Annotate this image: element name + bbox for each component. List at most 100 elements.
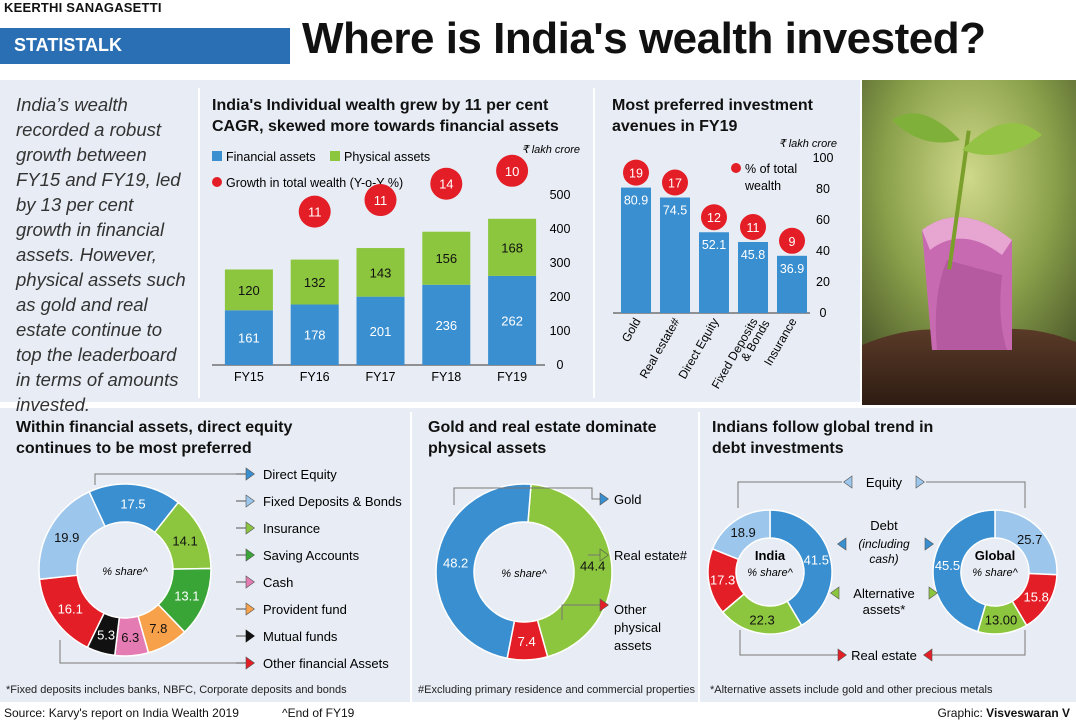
y-tick-label: 20	[816, 275, 830, 289]
legend-arrow	[923, 648, 933, 662]
legend-share-label-2: wealth	[744, 179, 781, 193]
bar-physical-value: 132	[304, 275, 326, 290]
legend-arrow	[924, 537, 934, 551]
debt-note: *Alternative assets include gold and oth…	[710, 684, 993, 696]
x-tick-label: FY15	[234, 370, 264, 384]
legend-label: Insurance	[263, 521, 320, 536]
physical-donut-title: Gold and real estate dominate physical a…	[428, 419, 657, 457]
legend-label: Direct Equity	[263, 467, 337, 482]
connector	[59, 640, 236, 664]
legend-arrow	[245, 656, 255, 670]
donut-value: 25.7	[1017, 532, 1042, 547]
donut-slice	[435, 483, 532, 660]
graphic-name: Visveswaran V	[986, 706, 1070, 720]
divider	[198, 88, 200, 398]
bar	[660, 197, 690, 313]
donut-value: 7.4	[518, 634, 536, 649]
legend-arrow	[830, 586, 840, 600]
y-tick-label: 500	[550, 188, 571, 202]
share-marker	[779, 227, 805, 254]
graphic-credit: Graphic: Visveswaran V	[937, 706, 1070, 720]
graphic-label: Graphic:	[937, 706, 987, 720]
share-marker	[662, 169, 688, 196]
avenues-bar-chart: ₹ lakh crore % of total wealth 0 20 40 60 80 100…	[613, 138, 837, 391]
donut-value: 19.9	[54, 530, 79, 545]
donut-slice	[769, 509, 833, 627]
donut-slice	[527, 483, 613, 658]
share-value: 12	[707, 211, 721, 225]
pie-name: Global	[975, 548, 1015, 563]
bar-value: 45.8	[741, 248, 765, 262]
bar	[777, 255, 807, 313]
bar-value: 52.1	[702, 238, 726, 252]
legend-sublabel-2: cash)	[869, 552, 898, 566]
center-label: % share^	[747, 567, 793, 579]
legend-label: Debt	[870, 518, 898, 533]
legend-physical-label: Physical assets	[344, 150, 430, 164]
growth-marker	[298, 195, 331, 228]
donut-value: 5.3	[97, 627, 115, 642]
legend-label: Mutual funds	[263, 629, 338, 644]
bar-physical	[488, 218, 537, 276]
bar	[738, 242, 768, 313]
bar	[699, 232, 729, 313]
share-value: 19	[629, 167, 643, 181]
legend-label: Other financial Assets	[263, 656, 389, 671]
share-value: 9	[789, 235, 796, 249]
y-tick-label: 40	[816, 244, 830, 258]
connector	[739, 630, 838, 656]
divider	[0, 402, 1076, 408]
x-tick-label: Real estate#	[637, 315, 683, 381]
divider	[698, 412, 700, 702]
bar-financial	[290, 304, 339, 365]
donut-value: 7.8	[149, 621, 167, 636]
center-label: % share^	[972, 567, 1018, 579]
source-note: Source: Karvy's report on India Wealth 2…	[4, 706, 239, 720]
bar-financial	[224, 310, 273, 365]
legend-label-2: physical	[614, 620, 661, 635]
legend-arrow	[599, 492, 609, 506]
legend-financial-swatch	[212, 151, 222, 161]
legend-share-swatch	[731, 163, 741, 173]
share-value: 11	[747, 221, 760, 235]
legend-label-3: assets	[614, 638, 652, 653]
center-label: % share^	[501, 568, 547, 580]
financial-note: *Fixed deposits includes banks, NBFC, Co…	[6, 684, 347, 696]
bar-financial-value: 236	[435, 318, 457, 333]
growth-value: 10	[505, 164, 519, 179]
bar-financial-value: 262	[501, 313, 523, 328]
share-marker	[623, 159, 649, 186]
legend-arrow	[837, 648, 847, 662]
y-tick-label: 300	[550, 256, 571, 270]
donut-slice	[38, 490, 106, 581]
legend-label-2: assets*	[863, 602, 906, 617]
y-tick-label: 0	[820, 306, 827, 320]
y-tick-label: 0	[557, 358, 564, 372]
share-marker	[701, 204, 727, 231]
divider	[593, 88, 595, 398]
connector	[94, 473, 236, 485]
pie-name: India	[755, 548, 786, 563]
legend-arrow	[245, 548, 255, 562]
legend-growth-swatch	[212, 177, 222, 187]
x-tick-label: FY18	[431, 370, 461, 384]
legend-label: Real estate	[851, 648, 917, 663]
legend-label: Cash	[263, 575, 293, 590]
bar-physical	[224, 269, 273, 311]
donut-value: 17.3	[710, 573, 735, 588]
legend-arrow	[245, 467, 255, 481]
financial-assets-donut: 17.5 14.1 13.1 7.8 6.3 5.3 16.1 19.9 % share^ Dir…	[38, 467, 402, 671]
donut-slice	[932, 509, 996, 633]
bar-value: 36.9	[780, 262, 804, 276]
bar-value: 74.5	[663, 204, 687, 218]
bar-physical-value: 156	[435, 251, 457, 266]
bar-financial-value: 201	[370, 324, 392, 339]
donut-value: 41.5	[804, 552, 829, 567]
legend-share-label: % of total	[745, 162, 797, 176]
legend-arrow	[599, 598, 609, 612]
physical-note: #Excluding primary residence and commerc…	[418, 684, 695, 696]
donut-slice	[711, 509, 771, 561]
legend-arrow	[245, 629, 255, 643]
donut-value: 13.1	[174, 589, 199, 604]
growth-marker	[364, 184, 397, 217]
